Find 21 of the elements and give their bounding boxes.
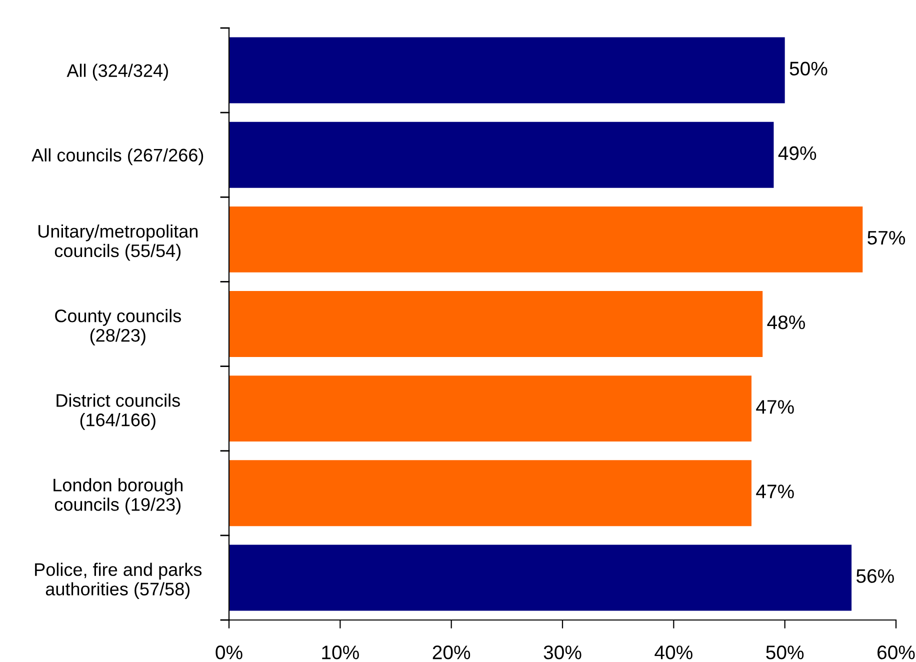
data-label: 57% xyxy=(868,230,906,245)
x-tick-label: 50% xyxy=(766,646,804,660)
y-tick-label: Police, fire and parks authorities (57/58) xyxy=(35,562,202,600)
y-tick-label: All (324/324) xyxy=(66,64,168,81)
y-tick-label: District councils (164/166) xyxy=(56,394,180,430)
data-label: 50% xyxy=(790,62,828,76)
data-label: 47% xyxy=(756,400,794,414)
y-tick-label: All councils (267/266) xyxy=(32,148,204,166)
x-tick-label: 10% xyxy=(322,646,359,660)
x-tick-label: 40% xyxy=(654,646,692,660)
x-tick-label: 20% xyxy=(432,646,470,660)
data-label: 49% xyxy=(778,146,816,160)
y-tick-label: County councils (28/23) xyxy=(55,309,181,346)
data-label: 56% xyxy=(856,569,894,583)
x-tick-label: 0% xyxy=(216,646,242,660)
data-label: 47% xyxy=(756,484,794,498)
data-label: 48% xyxy=(767,315,805,330)
x-tick-label: 60% xyxy=(878,646,915,660)
y-tick-label: Unitary/metropolitan councils (55/54) xyxy=(38,224,198,261)
y-tick-label: London borough councils (19/23) xyxy=(54,478,182,514)
x-tick-label: 30% xyxy=(544,646,582,660)
